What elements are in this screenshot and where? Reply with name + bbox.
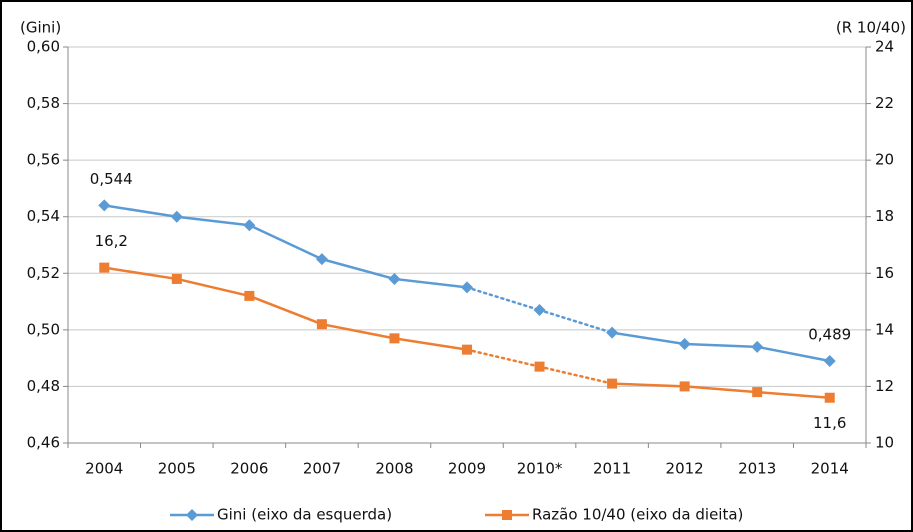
line-segment xyxy=(684,385,758,394)
y-tick-label: 0,60 xyxy=(27,38,60,56)
line-segment xyxy=(104,266,178,281)
line-segment xyxy=(321,257,395,281)
y2-axis-label: (R 10/40) xyxy=(836,19,906,37)
y-tick-label: 0,54 xyxy=(27,207,60,225)
data-point xyxy=(316,319,327,330)
line-segment xyxy=(684,342,758,349)
y2-tick-label: 18 xyxy=(875,207,894,225)
data-point xyxy=(751,340,764,353)
x-tick-label: 2006 xyxy=(230,460,268,478)
x-tick-label: 2008 xyxy=(375,460,413,478)
line-segment xyxy=(465,286,541,312)
data-point xyxy=(607,378,618,389)
x-tick-label: 2009 xyxy=(448,460,486,478)
line-segment xyxy=(321,322,395,340)
x-tick-label: 2011 xyxy=(593,460,631,478)
line-segment xyxy=(248,294,323,326)
y-tick-label: 0,58 xyxy=(27,94,60,112)
line-segment xyxy=(394,337,468,351)
data-point xyxy=(315,253,328,266)
line-segment xyxy=(176,215,250,227)
y2-tick-label: 14 xyxy=(875,320,894,338)
legend-label: Razão 10/40 (eixo da dieita) xyxy=(532,506,743,524)
line-segment xyxy=(611,331,685,346)
data-point xyxy=(98,199,111,212)
line-segment xyxy=(465,348,541,368)
line-segment xyxy=(176,277,250,298)
x-tick-label: 2012 xyxy=(666,460,704,478)
data-point xyxy=(824,392,835,403)
line-segment xyxy=(538,365,614,385)
data-point xyxy=(461,281,473,294)
y2-tick-label: 12 xyxy=(875,377,894,395)
x-tick-label: 2005 xyxy=(158,460,196,478)
data-label: 0,544 xyxy=(90,170,133,188)
y-axis-label: (Gini) xyxy=(20,19,61,37)
y-tick-label: 0,56 xyxy=(27,151,60,169)
data-point xyxy=(244,290,255,301)
y2-tick-label: 20 xyxy=(875,151,894,169)
y-tick-label: 0,46 xyxy=(27,434,60,452)
data-point xyxy=(462,344,472,355)
x-tick-label: 2010* xyxy=(517,460,563,478)
line-segment xyxy=(756,345,830,363)
data-point xyxy=(171,273,182,284)
line-segment xyxy=(757,390,830,399)
data-point xyxy=(823,354,836,367)
y2-tick-label: 24 xyxy=(875,38,894,56)
data-label: 11,6 xyxy=(813,414,846,432)
y2-tick-label: 10 xyxy=(875,434,894,452)
data-label: 16,2 xyxy=(95,232,128,250)
data-point xyxy=(534,361,545,372)
line-segment xyxy=(612,382,685,388)
data-point xyxy=(606,326,619,339)
data-point xyxy=(678,338,691,350)
y-tick-label: 0,50 xyxy=(27,320,60,338)
data-point xyxy=(170,210,183,223)
y2-tick-label: 22 xyxy=(875,94,894,112)
y2-tick-label: 16 xyxy=(875,264,894,282)
data-point xyxy=(533,304,546,317)
x-tick-label: 2014 xyxy=(811,460,849,478)
data-point xyxy=(389,333,400,344)
x-tick-label: 2007 xyxy=(303,460,341,478)
x-tick-label: 2013 xyxy=(738,460,776,478)
line-segment xyxy=(394,277,468,289)
line-segment xyxy=(104,204,178,218)
data-point xyxy=(243,219,256,232)
data-point xyxy=(99,262,110,273)
data-label: 0,489 xyxy=(808,325,851,343)
line-segment xyxy=(538,308,614,334)
legend-label: Gini (eixo da esquerda) xyxy=(217,506,392,524)
legend-marker xyxy=(186,509,198,521)
data-point xyxy=(679,381,690,392)
legend-marker xyxy=(502,510,512,520)
y-tick-label: 0,48 xyxy=(27,377,60,395)
x-tick-label: 2004 xyxy=(85,460,123,478)
data-point xyxy=(752,387,763,398)
y-tick-label: 0,52 xyxy=(27,264,60,282)
data-point xyxy=(388,272,401,285)
line-segment xyxy=(248,224,323,261)
